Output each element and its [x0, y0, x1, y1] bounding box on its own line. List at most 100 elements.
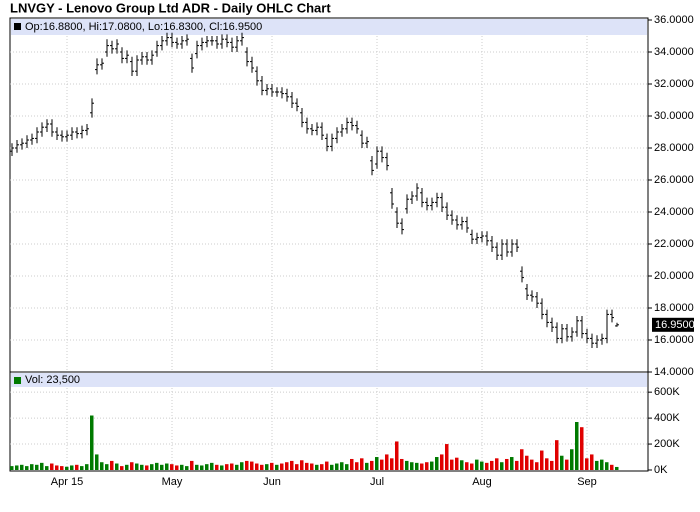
volume-bar: [300, 460, 304, 470]
volume-bar: [505, 458, 509, 470]
volume-bar: [15, 465, 19, 470]
volume-bar: [585, 458, 589, 470]
volume-bar: [475, 459, 479, 470]
volume-bar: [535, 462, 539, 470]
volume-bar: [540, 450, 544, 470]
volume-bar: [440, 454, 444, 470]
volume-bar: [595, 460, 599, 470]
volume-tick-label: 200K: [654, 438, 680, 450]
y-tick-label: 20.0000: [654, 270, 694, 282]
volume-bar: [545, 458, 549, 470]
x-tick-label: Aug: [472, 476, 492, 488]
volume-bar: [255, 463, 259, 470]
volume-bar: [65, 466, 69, 470]
volume-bar: [305, 462, 309, 470]
volume-bar: [50, 463, 54, 470]
volume-bar: [580, 427, 584, 470]
volume-bar: [270, 462, 274, 470]
volume-bar: [60, 466, 64, 470]
y-tick-label: 16.0000: [654, 334, 694, 346]
volume-bar: [335, 463, 339, 470]
volume-bar: [430, 461, 434, 470]
volume-bar: [150, 464, 154, 470]
volume-bar: [100, 462, 104, 470]
y-tick-label: 30.0000: [654, 110, 694, 122]
volume-bar: [190, 460, 194, 470]
grid: 36.0000 34.0000 32.0000 30.0000 28.0000 26.00…: [10, 14, 694, 488]
y-tick-label: 18.0000: [654, 302, 694, 314]
volume-bar: [105, 464, 109, 470]
x-tick-label: Jun: [263, 476, 281, 488]
volume-bar: [340, 462, 344, 470]
volume-bar: [275, 464, 279, 470]
volume-bar: [175, 465, 179, 470]
x-tick-label: Apr 15: [51, 476, 83, 488]
volume-bar: [250, 461, 254, 470]
volume-bar: [500, 462, 504, 470]
y-tick-label: 22.0000: [654, 238, 694, 250]
volume-bar: [465, 462, 469, 470]
volume-bar: [120, 466, 124, 470]
volume-bar: [405, 460, 409, 470]
volume-bar: [205, 464, 209, 470]
last-price-box: [652, 317, 694, 332]
volume-bar: [420, 463, 424, 470]
volume-bar: [570, 449, 574, 470]
volume-bar: [395, 441, 399, 470]
volume-bar: [555, 440, 559, 470]
volume-bar: [530, 459, 534, 470]
y-tick-label: 14.0000: [654, 366, 694, 378]
volume-bar: [435, 457, 439, 470]
volume-bar: [445, 444, 449, 470]
volume-bar: [365, 462, 369, 470]
volume-bar: [125, 464, 129, 470]
last-price-label: 16.9500: [655, 319, 695, 331]
volume-bar: [390, 458, 394, 470]
volume-bar: [260, 464, 264, 470]
volume-bar: [495, 458, 499, 470]
y-tick-label: 36.0000: [654, 14, 694, 26]
volume-bar: [215, 464, 219, 470]
volume-bar: [565, 459, 569, 470]
y-tick-label: 32.0000: [654, 78, 694, 90]
x-tick-label: Jul: [370, 476, 384, 488]
volume-bar: [325, 461, 329, 470]
volume-bar: [130, 462, 134, 470]
volume-bar: [160, 464, 164, 470]
volume-bar: [195, 464, 199, 470]
volume-bar: [515, 460, 519, 470]
legend-band: [11, 19, 647, 35]
volume-swatch: [14, 377, 21, 384]
volume-bar: [290, 460, 294, 470]
volume-bar: [480, 461, 484, 470]
volume-bar: [525, 455, 529, 470]
volume-bar: [10, 466, 14, 470]
volume-bar: [145, 465, 149, 470]
volume-bar: [265, 464, 269, 470]
volume-bar: [375, 457, 379, 470]
volume-bar: [70, 465, 74, 470]
volume-bar: [460, 460, 464, 470]
volume-bar: [245, 460, 249, 470]
chart-title: LNVGY - Lenovo Group Ltd ADR - Daily OHL…: [10, 0, 331, 15]
volume-bar: [385, 454, 389, 470]
volume-bar: [590, 454, 594, 470]
volume-tick-label: 600K: [654, 386, 680, 398]
volume-bar: [115, 463, 119, 470]
volume-tick-label: 0K: [654, 464, 668, 476]
volume-bar: [20, 464, 24, 470]
x-tick-label: May: [162, 476, 183, 488]
volume-bar: [80, 466, 84, 470]
marks: 16.9500: [10, 32, 695, 470]
volume-bar: [550, 460, 554, 470]
volume-bar: [360, 458, 364, 470]
volume-bar: [320, 464, 324, 470]
volume-bar: [350, 458, 354, 470]
volume-bar: [85, 464, 89, 470]
volume-bar: [310, 463, 314, 470]
volume-tick-label: 400K: [654, 412, 680, 424]
volume-legend-band: [11, 373, 647, 387]
volume-legend: Vol: 23,500: [25, 374, 80, 386]
volume-bar: [510, 457, 514, 470]
